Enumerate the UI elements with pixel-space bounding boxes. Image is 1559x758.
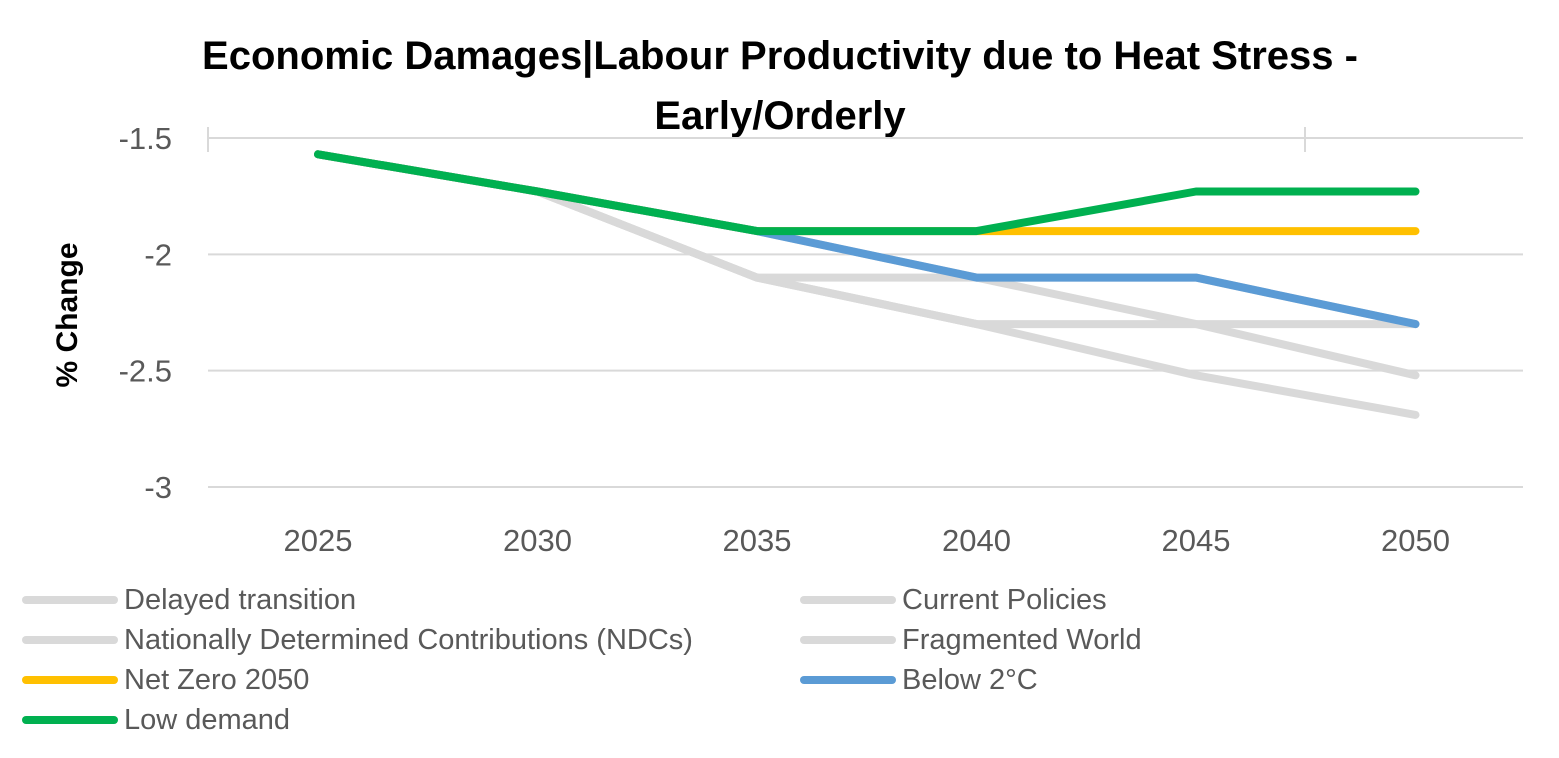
y-tick-label: -1.5	[119, 121, 172, 156]
legend-label: Net Zero 2050	[124, 663, 310, 696]
legend-item: Fragmented World	[800, 620, 1142, 660]
legend-item: Net Zero 2050	[22, 660, 309, 700]
plot-area: -1.5 -2 -2.5 -3 2025 2030 2035 2040 2045 2050	[119, 121, 1523, 558]
legend-item: Low demand	[22, 700, 290, 740]
legend-label: Delayed transition	[124, 583, 357, 616]
legend-swatch	[22, 636, 118, 644]
x-tick-label: 2025	[284, 523, 353, 558]
series-line-low-demand	[314, 150, 1420, 236]
x-tick-label: 2035	[723, 523, 792, 558]
legend-label: Fragmented World	[902, 623, 1142, 656]
x-tick-label: 2030	[503, 523, 572, 558]
legend-swatch	[22, 596, 118, 604]
chart-title: Economic Damages|Labour Productivity due…	[202, 34, 1358, 138]
legend-swatch	[800, 596, 896, 604]
legend-swatch	[22, 676, 118, 684]
legend-item: Nationally Determined Contributions (NDC…	[22, 620, 693, 660]
legend-label: Low demand	[124, 703, 291, 736]
legend-item: Below 2°C	[800, 660, 1038, 700]
x-tick-label: 2050	[1381, 523, 1450, 558]
legend-label: Current Policies	[902, 583, 1107, 616]
y-tick-label: -2	[144, 237, 172, 272]
legend-item: Delayed transition	[22, 580, 356, 620]
legend-label: Nationally Determined Contributions (NDC…	[124, 623, 693, 656]
legend-swatch	[800, 676, 896, 684]
series-line-nationally-determined-contributions-ndcs	[314, 150, 1420, 380]
y-tick-label: -3	[144, 470, 172, 505]
y-tick-label: -2.5	[119, 354, 172, 389]
legend-item: Current Policies	[800, 580, 1107, 620]
legend: Delayed transition Current Policies Nation…	[0, 580, 1559, 750]
legend-label: Below 2°C	[902, 663, 1038, 696]
x-tick-label: 2045	[1162, 523, 1231, 558]
legend-swatch	[800, 636, 896, 644]
x-tick-label: 2040	[942, 523, 1011, 558]
legend-swatch	[22, 716, 118, 724]
